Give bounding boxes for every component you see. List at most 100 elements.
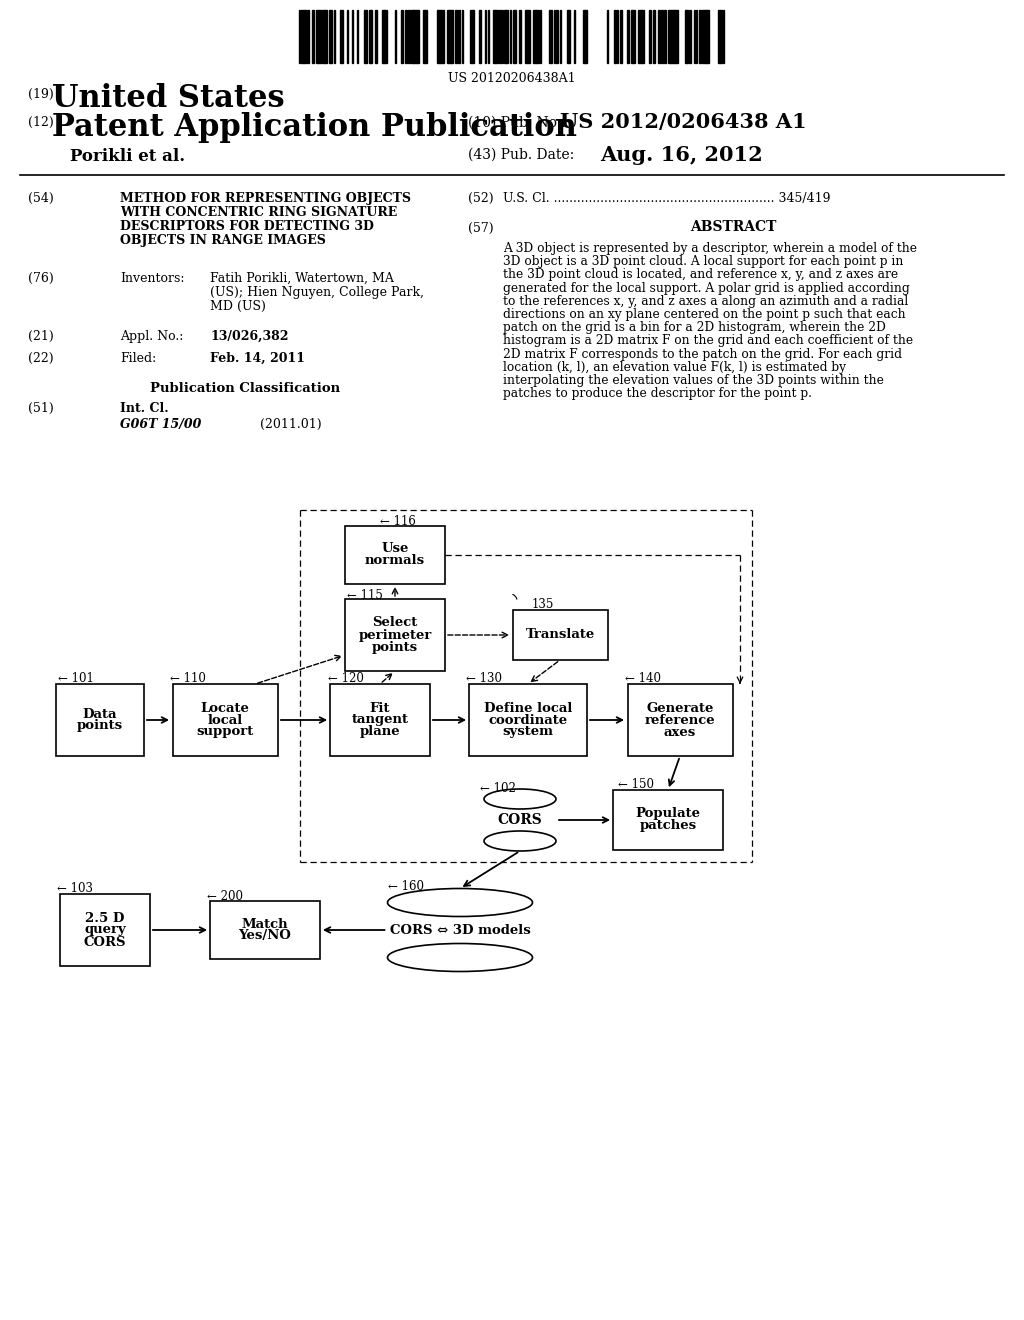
Text: histogram is a 2D matrix F on the grid and each coefficient of the: histogram is a 2D matrix F on the grid a…	[503, 334, 913, 347]
Text: normals: normals	[365, 554, 425, 568]
Text: Appl. No.:: Appl. No.:	[120, 330, 183, 343]
Text: generated for the local support. A polar grid is applied according: generated for the local support. A polar…	[503, 281, 909, 294]
Ellipse shape	[387, 944, 532, 972]
Bar	[406, 11, 407, 63]
Text: Data: Data	[83, 708, 118, 721]
Bar	[513, 11, 516, 63]
Text: CORS: CORS	[84, 936, 126, 949]
Text: ← 140: ← 140	[625, 672, 662, 685]
Bar	[664, 11, 666, 63]
Bar	[401, 11, 403, 63]
Bar	[417, 11, 419, 63]
Text: to the references x, y, and z axes a along an azimuth and a radial: to the references x, y, and z axes a alo…	[503, 294, 908, 308]
Bar	[438, 11, 440, 63]
Text: Fit: Fit	[370, 701, 390, 714]
Text: 135: 135	[532, 598, 554, 611]
Bar	[440, 11, 444, 63]
Text: (12): (12)	[28, 116, 53, 129]
Text: Translate: Translate	[525, 628, 595, 642]
Bar	[662, 11, 663, 63]
Text: ← 120: ← 120	[328, 672, 364, 685]
FancyBboxPatch shape	[330, 684, 430, 756]
Bar	[519, 11, 521, 63]
Text: ← 160: ← 160	[388, 880, 424, 894]
Text: 13/026,382: 13/026,382	[210, 330, 289, 343]
FancyBboxPatch shape	[210, 902, 319, 960]
Text: (US); Hien Nguyen, College Park,: (US); Hien Nguyen, College Park,	[210, 286, 424, 300]
Text: Match: Match	[242, 917, 289, 931]
Text: Filed:: Filed:	[120, 352, 157, 366]
Bar	[689, 11, 691, 63]
Text: tangent: tangent	[351, 714, 409, 726]
Ellipse shape	[484, 789, 556, 809]
Text: ← 101: ← 101	[58, 672, 94, 685]
Bar	[301, 11, 306, 63]
Bar	[425, 11, 427, 63]
Text: (57): (57)	[468, 222, 494, 235]
Text: Yes/NO: Yes/NO	[239, 929, 292, 942]
Text: ← 115: ← 115	[347, 589, 383, 602]
Bar	[620, 11, 622, 63]
Bar	[325, 11, 327, 63]
Text: Aug. 16, 2012: Aug. 16, 2012	[600, 145, 763, 165]
Text: ← 116: ← 116	[380, 515, 416, 528]
Bar	[631, 11, 635, 63]
Bar	[447, 11, 451, 63]
Bar	[307, 11, 309, 63]
Text: OBJECTS IN RANGE IMAGES: OBJECTS IN RANGE IMAGES	[120, 234, 326, 247]
Bar	[484, 799, 556, 841]
Text: Fatih Porikli, Watertown, MA: Fatih Porikli, Watertown, MA	[210, 272, 394, 285]
Bar	[567, 11, 569, 63]
FancyBboxPatch shape	[628, 684, 732, 756]
Text: (51): (51)	[28, 403, 53, 414]
Text: US 2012/0206438 A1: US 2012/0206438 A1	[560, 112, 807, 132]
Text: directions on an xy plane centered on the point p such that each: directions on an xy plane centered on th…	[503, 308, 905, 321]
Bar	[686, 11, 688, 63]
Bar	[369, 11, 371, 63]
Text: Generate: Generate	[646, 701, 714, 714]
FancyBboxPatch shape	[60, 894, 150, 966]
Text: METHOD FOR REPRESENTING OBJECTS: METHOD FOR REPRESENTING OBJECTS	[120, 191, 411, 205]
Bar	[671, 11, 674, 63]
Text: DESCRIPTORS FOR DETECTING 3D: DESCRIPTORS FOR DETECTING 3D	[120, 220, 374, 234]
Text: (10) Pub. No.:: (10) Pub. No.:	[468, 116, 565, 129]
Text: Populate: Populate	[636, 808, 700, 821]
Text: U.S. Cl. ......................................................... 345/419: U.S. Cl. ...............................…	[503, 191, 830, 205]
Text: (21): (21)	[28, 330, 53, 343]
Text: G06T 15/00: G06T 15/00	[120, 418, 202, 432]
Bar	[387, 903, 532, 957]
Text: perimeter: perimeter	[358, 628, 432, 642]
FancyBboxPatch shape	[469, 684, 587, 756]
Text: CORS: CORS	[498, 813, 543, 828]
FancyBboxPatch shape	[345, 599, 445, 671]
Text: points: points	[372, 640, 418, 653]
Text: Patent Application Publication: Patent Application Publication	[52, 112, 577, 143]
Bar	[329, 11, 331, 63]
Text: (52): (52)	[468, 191, 494, 205]
Text: United States: United States	[52, 83, 285, 114]
Bar	[525, 11, 529, 63]
Bar	[411, 11, 413, 63]
Bar	[658, 11, 660, 63]
Bar	[493, 11, 495, 63]
FancyBboxPatch shape	[56, 684, 144, 756]
Text: Use: Use	[381, 543, 409, 556]
Ellipse shape	[484, 832, 556, 851]
Text: ← 103: ← 103	[57, 882, 93, 895]
Bar	[499, 11, 501, 63]
FancyBboxPatch shape	[172, 684, 278, 756]
Bar	[495, 11, 498, 63]
Bar	[627, 11, 629, 63]
Text: CORS ⇔ 3D models: CORS ⇔ 3D models	[389, 924, 530, 936]
Bar	[674, 11, 678, 63]
Text: patches to produce the descriptor for the point p.: patches to produce the descriptor for th…	[503, 387, 812, 400]
Bar	[364, 11, 367, 63]
Text: (19): (19)	[28, 88, 53, 102]
Bar	[638, 11, 641, 63]
FancyBboxPatch shape	[512, 610, 607, 660]
Text: WITH CONCENTRIC RING SIGNATURE: WITH CONCENTRIC RING SIGNATURE	[120, 206, 397, 219]
Bar	[312, 11, 314, 63]
Bar	[614, 11, 616, 63]
Text: 3D object is a 3D point cloud. A local support for each point p in: 3D object is a 3D point cloud. A local s…	[503, 255, 903, 268]
Text: A 3D object is represented by a descriptor, wherein a model of the: A 3D object is represented by a descript…	[503, 242, 918, 255]
